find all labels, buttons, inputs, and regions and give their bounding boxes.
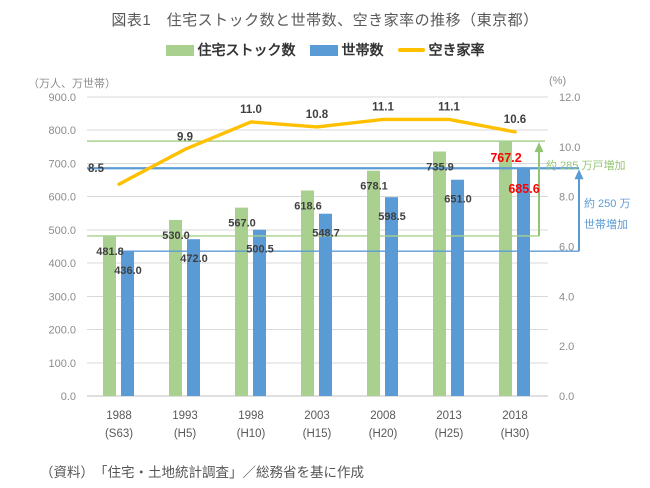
label-housing-stock-2013: 735.9 [426,162,454,174]
household-increase-line1: 約 250 万 [584,198,631,210]
legend-item-households: 世帯数 [309,40,384,60]
x-axis-era-label: (H10) [237,428,266,440]
x-axis-year-label: 2008 [370,410,396,422]
households-swatch-icon [309,44,338,56]
legend-item-housing-stock: 住宅ストック数 [165,40,296,60]
bar-housing-stock-2008 [367,170,380,396]
left-axis-tick-label: 400.0 [48,258,76,270]
x-axis-era-label: (H30) [501,428,530,440]
bar-households-2018 [517,168,530,396]
label-vacancy-rate-1998: 11.0 [240,104,262,116]
label-vacancy-rate-2003: 10.8 [306,109,329,121]
left-axis-tick-label: 800.0 [48,125,76,137]
left-axis-tick-label: 500.0 [48,225,76,237]
chart-legend: 住宅ストック数 世帯数 空き家率 [0,40,650,60]
bar-housing-stock-2013 [433,151,446,396]
bar-housing-stock-1993 [169,219,182,396]
bar-housing-stock-1998 [235,207,248,396]
label-households-1993: 472.0 [180,253,208,265]
right-axis-tick-label: 12.0 [559,92,580,104]
right-axis-tick-label: 4.0 [559,291,574,303]
left-axis-tick-label: 0.0 [61,391,76,403]
bar-households-1993 [187,239,200,396]
bar-households-1988 [121,251,134,396]
label-vacancy-rate-2008: 11.1 [372,101,394,113]
stock-increase-annotation: 約 285 万戸増加 [546,160,626,172]
label-housing-stock-2008: 678.1 [360,181,388,193]
legend-label: 空き家率 [428,42,485,58]
legend-label: 世帯数 [341,42,384,58]
left-axis-tick-label: 200.0 [48,325,76,337]
household-increase-annotation: 約 250 万 世帯増加 [584,194,630,236]
label-housing-stock-2018: 767.2 [490,151,521,165]
right-axis-unit-label: (%) [549,75,567,87]
label-households-2003: 548.7 [312,228,340,240]
household-increase-line2: 世帯増加 [584,219,628,231]
left-axis-tick-label: 100.0 [48,358,76,370]
bar-housing-stock-2018 [499,141,512,396]
bar-housing-stock-2003 [301,190,314,396]
bar-households-2008 [385,197,398,396]
right-axis-tick-label: 2.0 [559,341,574,353]
left-axis-tick-label: 600.0 [48,192,76,204]
bar-housing-stock-1988 [103,235,116,396]
right-axis-tick-label: 0.0 [559,391,574,403]
left-axis-unit-label: （万人、万世帯） [28,78,116,90]
stock-increase-arrowhead-icon [534,142,544,153]
chart-title: 図表1 住宅ストック数と世帯数、空き家率の推移（東京都） [111,12,539,29]
housing-stock-swatch-icon [165,44,194,56]
label-households-1988: 436.0 [114,265,142,277]
x-axis-era-label: (H15) [303,428,332,440]
label-housing-stock-1998: 567.0 [228,218,256,230]
household-increase-arrowhead-icon [574,169,584,180]
legend-label: 住宅ストック数 [197,42,296,58]
bar-households-1998 [253,229,266,396]
x-axis-era-label: (S63) [105,428,133,440]
x-axis-year-label: 1993 [172,410,198,422]
vacancy-rate-line-swatch-icon [397,48,425,52]
label-households-1998: 500.5 [246,244,274,256]
x-axis-year-label: 2018 [502,410,528,422]
x-axis-year-label: 2013 [436,410,462,422]
bar-households-2003 [319,213,332,396]
label-households-2008: 598.5 [378,211,406,223]
bar-households-2013 [451,179,464,396]
left-axis-tick-label: 300.0 [48,291,76,303]
right-axis-tick-label: 10.0 [559,142,580,154]
label-vacancy-rate-1988: 8.5 [88,163,105,175]
label-households-2018: 685.6 [508,182,539,196]
left-axis-tick-label: 900.0 [48,92,76,104]
legend-item-vacancy-rate: 空き家率 [397,40,485,60]
left-axis-tick-label: 700.0 [48,158,76,170]
label-housing-stock-1988: 481.8 [96,246,124,258]
label-housing-stock-2003: 618.6 [294,200,322,212]
x-axis-year-label: 1988 [106,410,132,422]
right-axis-tick-label: 8.0 [559,192,574,204]
x-axis-year-label: 1998 [238,410,264,422]
source-note: （資料） 「住宅・土地統計調査」／総務省を基に作成 [40,465,364,480]
x-axis-era-label: (H5) [174,428,197,440]
x-axis-era-label: (H20) [369,428,398,440]
x-axis-year-label: 2003 [304,410,330,422]
label-vacancy-rate-1993: 9.9 [177,131,193,143]
label-vacancy-rate-2013: 11.1 [438,101,460,113]
x-axis-era-label: (H25) [435,428,464,440]
label-vacancy-rate-2018: 10.6 [504,114,526,126]
label-households-2013: 651.0 [444,194,472,206]
vacancy-rate-line [117,117,517,186]
label-housing-stock-1993: 530.0 [162,230,190,242]
